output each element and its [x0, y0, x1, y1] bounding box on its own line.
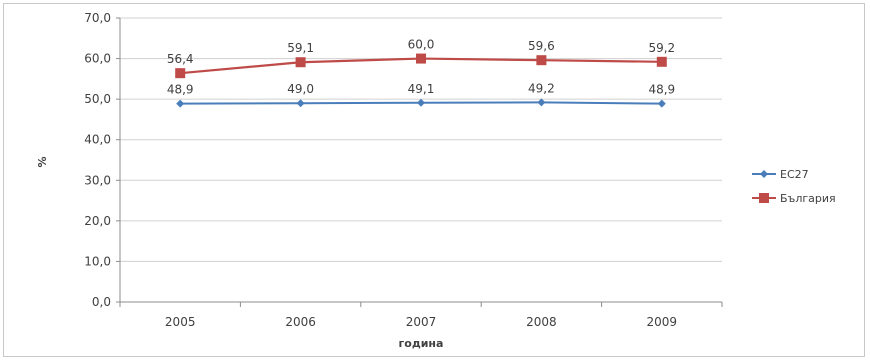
data-point — [657, 99, 666, 108]
y-tick-label: 60,0 — [84, 52, 111, 66]
y-tick-label: 10,0 — [84, 254, 111, 268]
x-tick-label: 2007 — [406, 315, 437, 329]
y-axis-title: % — [36, 156, 49, 167]
data-point — [656, 56, 667, 67]
data-point — [536, 55, 547, 66]
axes — [119, 18, 723, 307]
y-tick-label: 30,0 — [84, 173, 111, 187]
data-point — [537, 98, 546, 107]
legend: ЕС27 България — [752, 168, 836, 205]
x-tick-label: 2006 — [285, 315, 316, 329]
y-tick-label: 50,0 — [84, 92, 111, 106]
data-label: 49,0 — [287, 82, 314, 96]
x-tick-label: 2008 — [526, 315, 557, 329]
data-point — [295, 57, 306, 68]
legend-entry-label: България — [780, 192, 836, 205]
data-label: 49,1 — [408, 82, 435, 96]
data-label: 59,6 — [528, 39, 555, 53]
x-tick-label: 2009 — [647, 315, 678, 329]
x-axis-tick-labels: 2005 2006 2007 2008 2009 — [165, 315, 677, 329]
y-axis-tick-labels: 0,0 10,0 20,0 30,0 40,0 50,0 60,0 70,0 — [84, 11, 111, 309]
data-label: 49,2 — [528, 81, 555, 95]
y-tick-label: 0,0 — [92, 295, 111, 309]
series-group — [175, 53, 667, 108]
data-label: 59,2 — [648, 41, 675, 55]
x-tick-label: 2005 — [165, 315, 196, 329]
data-label: 56,4 — [167, 52, 194, 66]
legend-swatch-marker — [759, 193, 769, 203]
data-label: 48,9 — [167, 83, 194, 97]
data-point — [175, 68, 186, 79]
data-label: 48,9 — [648, 83, 675, 97]
data-point — [416, 53, 426, 64]
x-axis-title: година — [399, 337, 444, 350]
legend-entry-label: ЕС27 — [780, 168, 809, 181]
data-point — [176, 99, 185, 108]
data-labels: 48,9 49,0 49,1 49,2 48,9 56,4 59,1 60,0 59,6 59,2 — [167, 38, 675, 97]
data-point — [296, 99, 305, 108]
data-label: 59,1 — [287, 41, 314, 55]
data-point — [417, 98, 425, 107]
legend-swatch-marker — [760, 170, 768, 178]
y-tick-label: 70,0 — [84, 11, 111, 25]
y-tick-label: 40,0 — [84, 133, 111, 147]
data-label: 60,0 — [408, 38, 435, 52]
y-tick-label: 20,0 — [84, 214, 111, 228]
